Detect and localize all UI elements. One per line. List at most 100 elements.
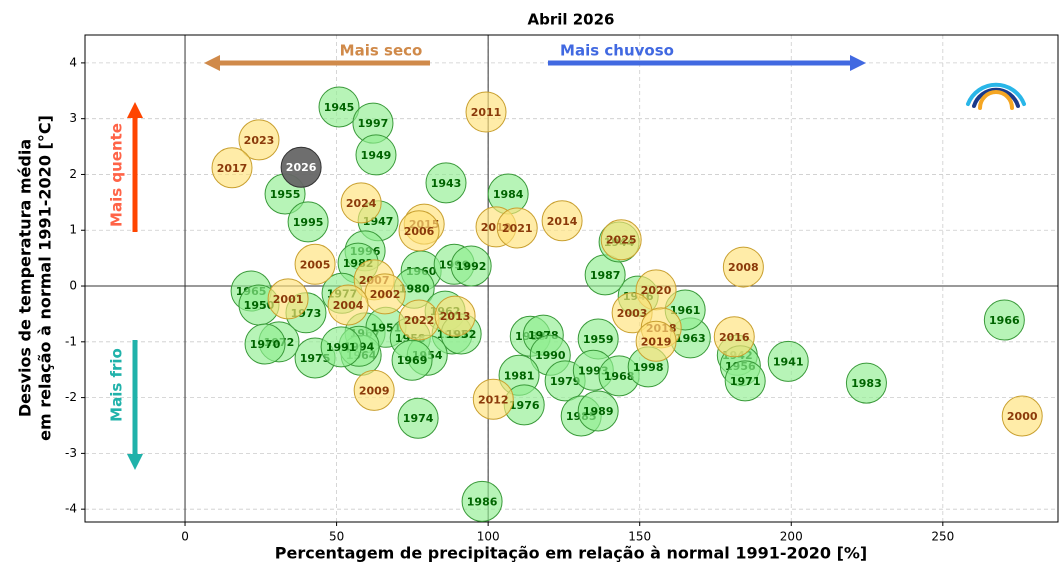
chart-title: Abril 2026 [528,11,615,29]
y-tick-label: -2 [65,390,77,404]
arrow-head [850,55,866,71]
point-label: 2005 [300,258,331,271]
point-label: 1989 [583,405,614,418]
point-label: 1976 [509,399,540,412]
point-label: 2019 [641,335,672,348]
point-label: 2020 [641,284,672,297]
bubble [461,480,503,522]
point-label: 2023 [244,134,275,147]
point-label: 2000 [1007,410,1038,423]
y-tick-label: 0 [69,279,77,293]
bubble [450,245,492,287]
x-tick-label: 200 [780,530,803,544]
point-label: 1950 [244,299,275,312]
annotation: Mais quente [108,123,126,227]
point-label: 1963 [675,332,706,345]
y-tick-label: -1 [65,334,77,348]
point-label: 1971 [730,375,761,388]
bubble [465,91,507,133]
point-label: 2001 [273,293,304,306]
point-label: 1981 [504,369,535,382]
y-tick-label: 1 [69,223,77,237]
bubble [391,339,433,381]
bubble [1001,395,1043,437]
bubble [472,378,514,420]
y-tick-label: -3 [65,446,77,460]
point-label: 1983 [851,377,882,390]
bubble [398,210,440,252]
bubble [211,147,253,189]
bubble [267,278,309,320]
y-tick-label: 3 [69,111,77,125]
bubble [434,295,476,337]
logo [966,82,1026,110]
point-label: 2006 [404,225,435,238]
y-axis-label: Desvios de temperatura média [16,139,35,417]
annotation: Mais seco [340,42,423,60]
point-label: 1945 [324,101,355,114]
point-label: 1987 [590,269,621,282]
point-label: 1984 [493,188,524,201]
point-label: 2013 [440,310,471,323]
point-label: 1968 [604,370,635,383]
bubble [397,397,439,439]
point-label: 2024 [346,197,377,210]
bubble [724,360,766,402]
y-tick-label: -4 [65,502,77,516]
x-axis-label: Percentagem de precipitação em relação à… [275,544,868,563]
x-tick-label: 150 [628,530,651,544]
point-label: 1998 [633,361,664,374]
point-label: 1970 [250,338,281,351]
point-label: 2026 [286,161,317,174]
bubble [287,201,329,243]
x-tick-label: 50 [329,530,344,544]
point-label: 1997 [358,117,389,130]
bubble [238,119,280,161]
point-label: 1966 [989,314,1020,327]
bubble [635,320,677,362]
point-label: 1943 [431,177,462,190]
point-label: 1980 [399,282,430,295]
point-label: 1986 [467,495,498,508]
bubble [845,362,887,404]
bubble [713,316,755,358]
point-label: 2003 [617,307,648,320]
bubble [280,146,322,188]
bubble [353,369,395,411]
bubble [767,340,809,382]
point-label: 1955 [270,188,301,201]
x-tick-label: 100 [477,530,500,544]
point-label: 2004 [333,299,364,312]
arrow-head [127,102,143,118]
point-label: 2012 [478,393,509,406]
x-tick-label: 0 [181,530,189,544]
x-tick-label: 250 [931,530,954,544]
point-label: 1969 [397,354,428,367]
y-tick-label: 4 [69,55,77,69]
bubble [983,299,1025,341]
point-label: 2008 [728,261,759,274]
point-label: 1991 [326,341,357,354]
point-label: 2022 [404,314,435,327]
bubble [425,162,467,204]
point-label: 2025 [606,234,637,247]
point-label: 2009 [359,384,390,397]
bubble [541,200,583,242]
bubble [496,207,538,249]
plot-frame [84,34,1059,523]
bubble [318,86,360,128]
point-label: 1995 [293,216,324,229]
bubble [355,134,397,176]
y-axis-label: em relação à normal 1991-2020 [°C] [36,115,55,441]
arrow-head [127,454,143,470]
bubble [722,246,764,288]
bubble [340,182,382,224]
bubble [577,390,619,432]
point-label: 1961 [670,304,701,317]
annotation: Mais frio [108,348,126,422]
arrow-head [204,55,220,71]
bubble [600,219,642,261]
bubble [327,284,369,326]
